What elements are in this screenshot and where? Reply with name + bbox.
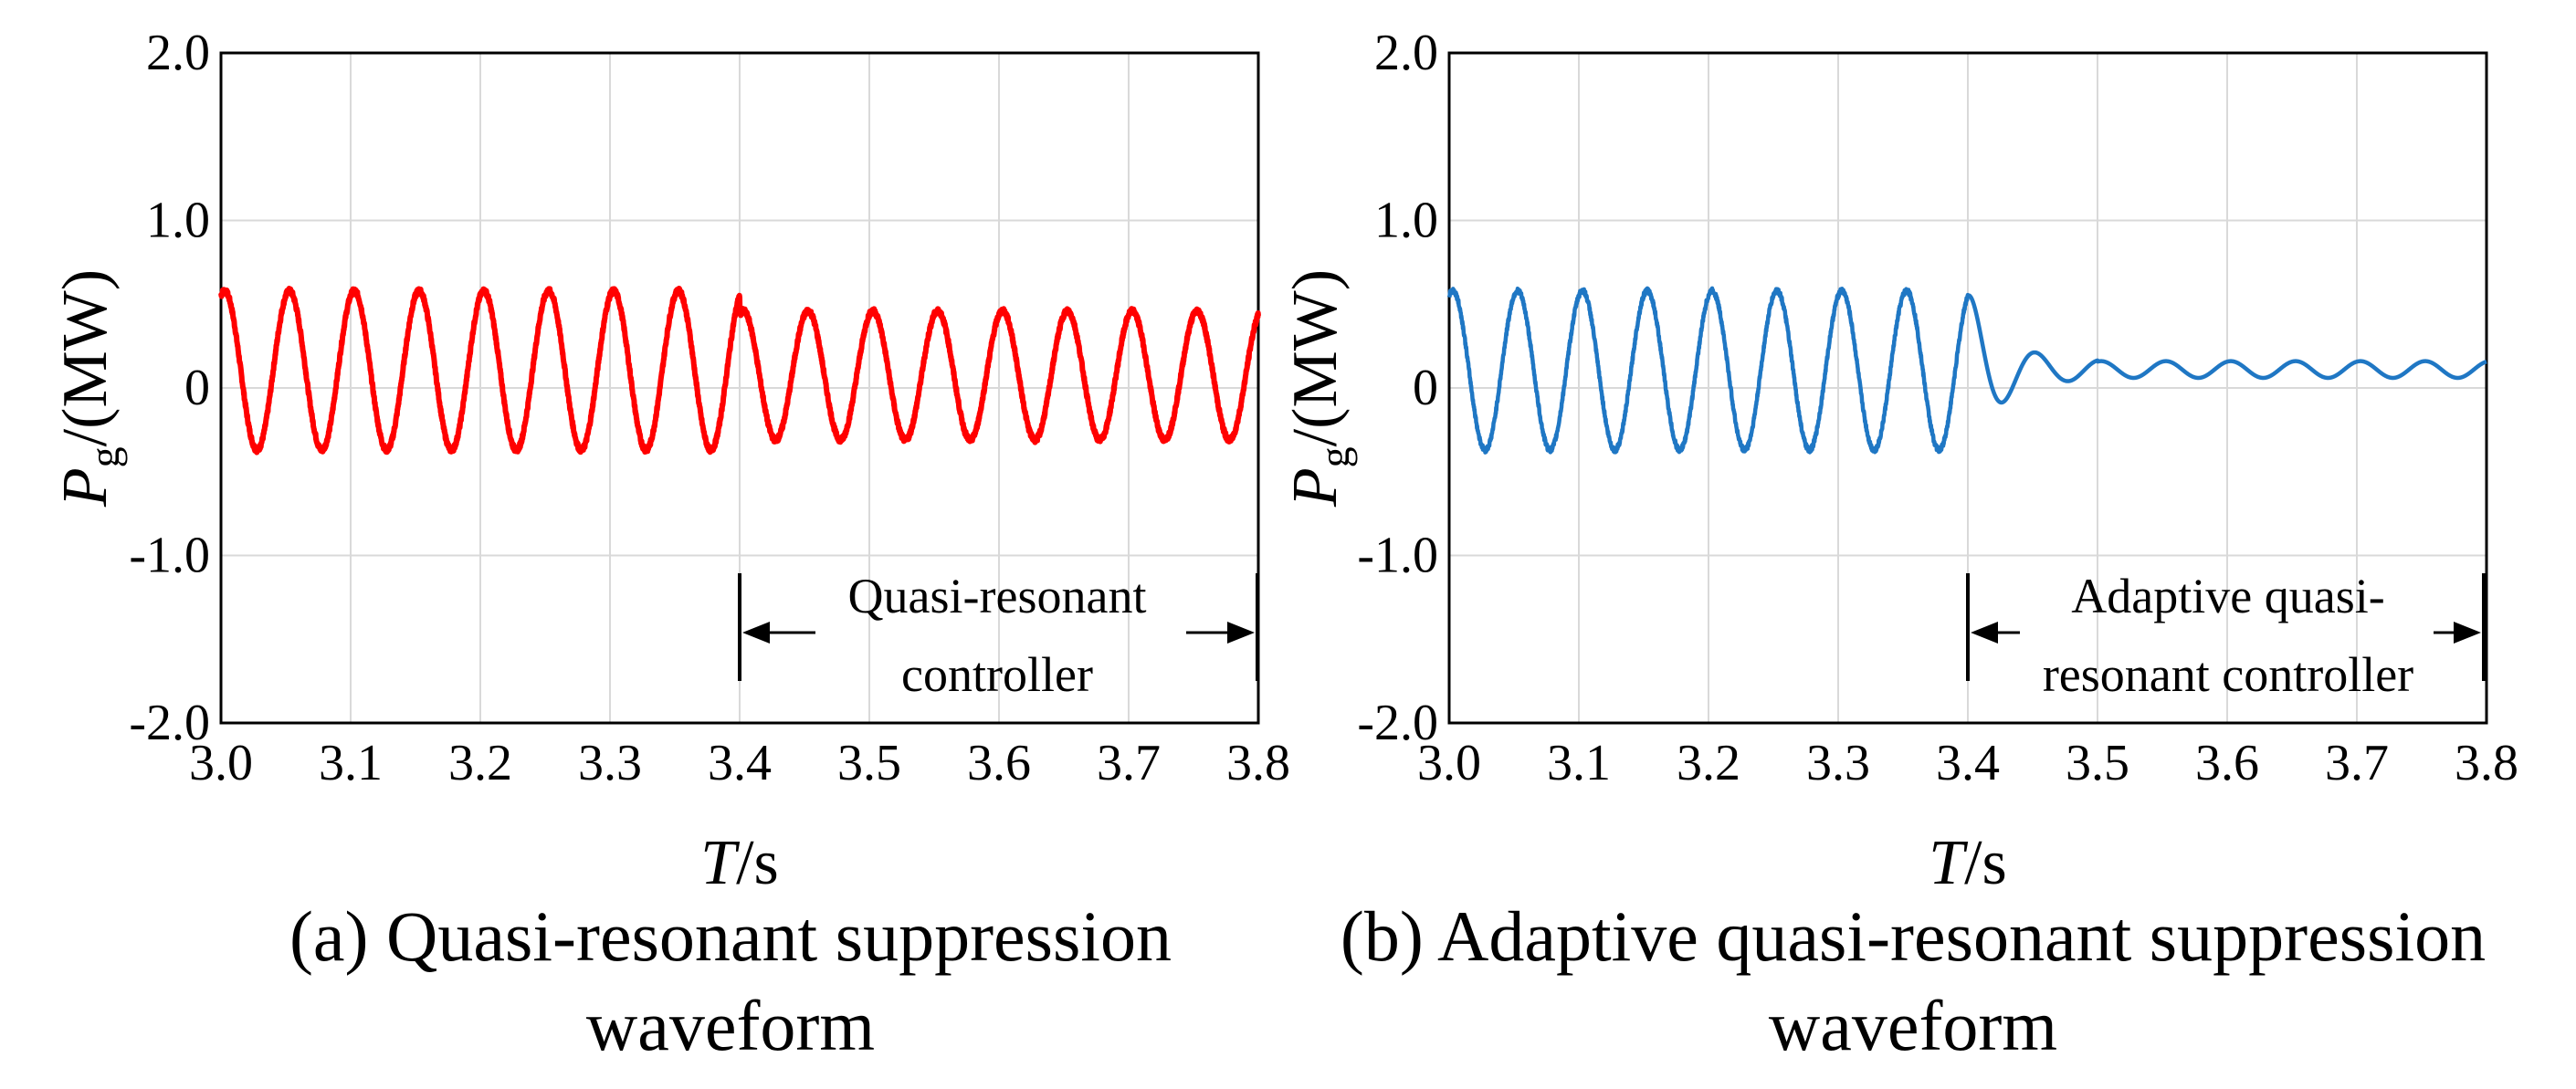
annotation-arrowhead-right-a bbox=[1227, 622, 1255, 644]
grid-b bbox=[1449, 53, 2487, 723]
chart-panel-a: 2.0 1.0 0 -1.0 -2.0 3.0 3.1 3.2 3.3 3.4 3.5 3.6 3.7… bbox=[50, 25, 1290, 1065]
x-tick-label: 3.1 bbox=[1547, 735, 1611, 791]
y-tick-label: 2.0 bbox=[146, 25, 210, 81]
annotation-text-line2-a: controller bbox=[901, 647, 1093, 702]
series-line-pg bbox=[1446, 286, 2488, 455]
x-tick-label: 3.0 bbox=[1417, 735, 1481, 791]
y-tick-label: 1.0 bbox=[146, 193, 210, 249]
y-axis-label-unit-b: /(MW) bbox=[1280, 269, 1351, 446]
y-axis-label-main-b: P bbox=[1280, 467, 1351, 508]
caption-line2-b: waveform bbox=[1769, 986, 2057, 1065]
series-group-a bbox=[218, 286, 1261, 455]
x-tick-label: 3.3 bbox=[578, 735, 642, 791]
caption-line2-a: waveform bbox=[586, 986, 875, 1065]
x-tick-label: 3.3 bbox=[1806, 735, 1870, 791]
x-axis-label-b: T/s bbox=[1929, 828, 2007, 898]
x-tick-label: 3.6 bbox=[967, 735, 1031, 791]
x-tick-label: 3.1 bbox=[319, 735, 383, 791]
plot-frame-b bbox=[1447, 51, 2488, 725]
x-tick-label: 3.2 bbox=[448, 735, 512, 791]
annotation-arrowhead-left-b bbox=[1971, 622, 1998, 644]
annotation-text-line1-a: Quasi-resonant bbox=[848, 569, 1147, 623]
x-tick-label: 3.5 bbox=[2066, 735, 2129, 791]
annotation-text-line2-b: resonant controller bbox=[2043, 647, 2413, 702]
x-axis-label-unit-b: /s bbox=[1964, 828, 2007, 898]
y-axis-label-sub-a: g bbox=[81, 446, 128, 467]
x-tick-label: 3.6 bbox=[2195, 735, 2259, 791]
x-axis-label-a: T/s bbox=[700, 828, 779, 898]
x-axis-label-unit-a: /s bbox=[736, 828, 779, 898]
y-axis-label-b: Pg/(MW) bbox=[1280, 269, 1358, 508]
y-tick-label: -1.0 bbox=[1357, 528, 1438, 584]
chart-panel-b: 2.0 1.0 0 -1.0 -2.0 3.0 3.1 3.2 3.3 3.4 3.5 3.6 3.7… bbox=[1280, 25, 2518, 1065]
annotation-b: Adaptive quasi- resonant controller bbox=[1966, 569, 2486, 702]
y-axis-label-unit-a: /(MW) bbox=[50, 269, 121, 446]
x-tick-label: 3.5 bbox=[837, 735, 901, 791]
x-tick-label: 3.0 bbox=[189, 735, 253, 791]
x-tick-labels-a: 3.0 3.1 3.2 3.3 3.4 3.5 3.6 3.7 3.8 bbox=[189, 735, 1290, 791]
x-tick-label: 3.7 bbox=[1097, 735, 1161, 791]
annotation-arrowhead-left-a bbox=[742, 622, 770, 644]
y-axis-label-main-a: P bbox=[50, 467, 121, 508]
x-tick-label: 3.8 bbox=[2455, 735, 2518, 791]
y-tick-labels-b: 2.0 1.0 0 -1.0 -2.0 bbox=[1357, 25, 1438, 751]
y-tick-label: -2.0 bbox=[1357, 695, 1438, 751]
x-axis-label-main-b: T bbox=[1929, 828, 1969, 898]
series-line-pg bbox=[218, 286, 1261, 455]
caption-line1-b: (b) Adaptive quasi-resonant suppression bbox=[1341, 896, 2486, 976]
y-tick-label: -2.0 bbox=[129, 695, 210, 751]
y-tick-label: 0 bbox=[184, 360, 210, 416]
y-axis-label-sub-b: g bbox=[1311, 446, 1358, 467]
x-tick-label: 3.7 bbox=[2325, 735, 2389, 791]
plot-frame-a bbox=[219, 51, 1260, 725]
caption-line1-a: (a) Quasi-resonant suppression bbox=[289, 896, 1172, 976]
y-tick-label: 2.0 bbox=[1374, 25, 1438, 81]
x-tick-labels-b: 3.0 3.1 3.2 3.3 3.4 3.5 3.6 3.7 3.8 bbox=[1417, 735, 2518, 791]
x-axis-label-main-a: T bbox=[700, 828, 741, 898]
y-tick-labels-a: 2.0 1.0 0 -1.0 -2.0 bbox=[129, 25, 210, 751]
y-tick-label: 1.0 bbox=[1374, 193, 1438, 249]
annotation-text-line1-b: Adaptive quasi- bbox=[2071, 569, 2384, 623]
series-group-b bbox=[1446, 286, 2488, 455]
x-tick-label: 3.4 bbox=[1936, 735, 2000, 791]
x-tick-label: 3.2 bbox=[1677, 735, 1740, 791]
y-axis-label-a: Pg/(MW) bbox=[50, 269, 128, 508]
annotation-arrowhead-right-b bbox=[2454, 622, 2481, 644]
x-tick-label: 3.8 bbox=[1226, 735, 1290, 791]
y-tick-label: 0 bbox=[1413, 360, 1438, 416]
x-tick-label: 3.4 bbox=[708, 735, 772, 791]
annotation-a: Quasi-resonant controller bbox=[738, 569, 1259, 702]
y-tick-label: -1.0 bbox=[129, 528, 210, 584]
